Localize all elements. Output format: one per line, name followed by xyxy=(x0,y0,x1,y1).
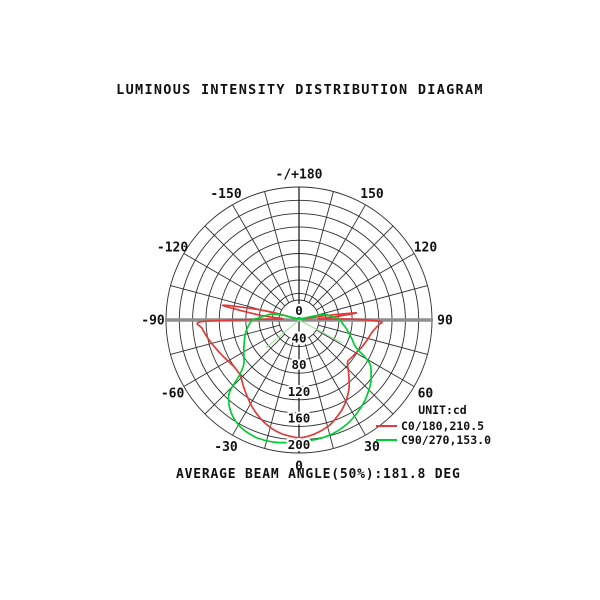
legend-swatch-red-line xyxy=(376,425,397,427)
grid-spoke xyxy=(183,329,282,387)
grid-spoke xyxy=(170,324,280,355)
grid-spoke xyxy=(204,333,286,415)
angle-label: -120 xyxy=(157,241,188,256)
grid-spoke xyxy=(318,324,428,355)
page-title: LUMINOUS INTENSITY DISTRIBUTION DIAGRAM xyxy=(116,82,484,98)
angle-label: -60 xyxy=(161,387,185,402)
radial-tick-label: 160 xyxy=(288,410,311,425)
radial-tick-label: 0 xyxy=(295,303,303,318)
grid-spoke xyxy=(232,337,290,436)
angle-label: 30 xyxy=(364,440,380,455)
grid-spoke xyxy=(204,225,286,307)
angle-label: 90 xyxy=(437,314,453,329)
angle-label: -150 xyxy=(210,187,241,202)
legend-swatch-green-line xyxy=(376,439,397,441)
grid-spoke xyxy=(312,333,394,415)
closure-line xyxy=(298,319,342,344)
angle-label: 120 xyxy=(414,241,438,256)
grid-spoke xyxy=(308,337,366,436)
grid-spoke xyxy=(232,204,290,303)
grid-spoke xyxy=(303,191,334,301)
angle-label: 150 xyxy=(360,187,384,202)
radial-tick-label: 200 xyxy=(288,437,311,452)
grid-spoke xyxy=(318,285,428,316)
legend-unit-label: UNIT:cd xyxy=(418,403,467,417)
closure-line xyxy=(265,319,300,349)
legend-entry-c90-270: C90/270,153.0 xyxy=(376,433,491,447)
grid-spoke xyxy=(316,253,415,311)
angle-label: -/+180 xyxy=(276,168,323,183)
radial-tick-label: 120 xyxy=(288,384,311,399)
angle-label: -90 xyxy=(141,314,165,329)
legend-entry-c0-180: C0/180,210.5 xyxy=(376,419,491,433)
chart-legend: UNIT:cd C0/180,210.5 C90/270,153.0 xyxy=(376,403,491,447)
grid-spoke xyxy=(308,204,366,303)
grid-spoke xyxy=(183,253,282,311)
curve-c0-180 xyxy=(196,304,383,439)
radial-tick-label: 40 xyxy=(291,331,306,346)
grid-spoke xyxy=(264,191,295,301)
curve-c90-270 xyxy=(227,313,373,444)
average-beam-angle-text: AVERAGE BEAM ANGLE(50%):181.8 DEG xyxy=(176,467,461,482)
radial-tick-label: 80 xyxy=(291,357,306,372)
grid-spoke xyxy=(303,339,334,449)
legend-entry-label: C0/180,210.5 xyxy=(401,419,485,433)
grid-spoke xyxy=(312,225,394,307)
legend-entry-label: C90/270,153.0 xyxy=(401,433,492,447)
grid-spoke xyxy=(264,339,295,449)
angle-label: 0 xyxy=(295,460,303,475)
angle-label: -30 xyxy=(214,440,238,455)
angle-label: 60 xyxy=(418,387,434,402)
